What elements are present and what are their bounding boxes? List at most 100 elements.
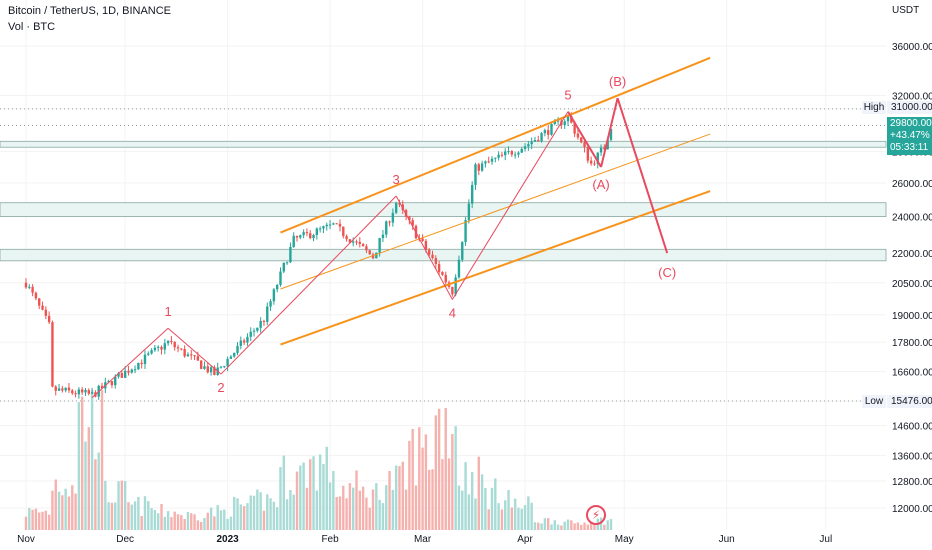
candle-body: [47, 315, 51, 323]
volume-bar: [335, 496, 338, 530]
candle-body: [375, 252, 378, 259]
x-tick-label: 2023: [216, 534, 239, 545]
candle-body: [408, 216, 411, 221]
candle-body: [494, 157, 497, 159]
volume-bar: [404, 489, 408, 530]
volume-bar: [599, 517, 603, 530]
candle-body: [279, 271, 282, 285]
support-resistance-zones: [0, 140, 887, 262]
volume-bar: [130, 504, 133, 530]
candle-body: [457, 259, 461, 278]
candle-body: [123, 370, 127, 378]
volume-bar: [580, 524, 583, 530]
candle-body: [328, 224, 332, 226]
candle-body: [199, 360, 203, 369]
volume-indicator-label[interactable]: Vol · BTC: [8, 21, 56, 33]
candle-body: [190, 354, 193, 356]
volume-bar: [64, 488, 67, 530]
candle-body: [180, 348, 183, 350]
volume-bar: [272, 501, 276, 530]
volume-bar: [84, 441, 87, 530]
volume-bar: [490, 487, 494, 530]
candle-body: [24, 282, 28, 288]
symbol-title[interactable]: Bitcoin / TetherUS, 1D, BINANCE: [8, 5, 172, 17]
x-tick-label: Apr: [517, 534, 533, 545]
volume-bar: [517, 507, 520, 530]
volume-bar: [540, 523, 543, 530]
candle-body: [464, 220, 467, 243]
volume-bar: [444, 407, 447, 530]
candle-body: [130, 369, 133, 373]
volume-bar: [351, 487, 355, 530]
candle-body: [226, 358, 229, 367]
volume-bar: [563, 521, 566, 530]
candle-body: [523, 146, 527, 149]
candle-body: [31, 286, 34, 293]
volume-bar: [394, 465, 398, 530]
candle-body: [173, 341, 176, 348]
candle-body: [378, 238, 381, 253]
candle-body: [504, 151, 507, 156]
candle-body: [365, 246, 368, 251]
volume-bar: [199, 521, 203, 530]
candle-body: [249, 331, 252, 337]
wave-label: 1: [164, 304, 171, 319]
candle-body: [269, 301, 272, 307]
candle-body: [454, 277, 457, 295]
volume-bar: [38, 512, 41, 530]
bar-countdown: 05:33:11: [890, 142, 929, 153]
volume-bar: [219, 510, 223, 530]
volume-bar: [530, 502, 533, 530]
wave-segment: [167, 327, 222, 375]
volume-bar: [74, 493, 77, 530]
candle-body: [368, 250, 371, 255]
price-zone: [0, 202, 887, 217]
y-tick-label: 12000.00: [892, 504, 932, 515]
candle-body: [609, 129, 613, 140]
volume-bar: [180, 515, 183, 530]
price-channel: [280, 56, 711, 346]
volume-bar: [285, 499, 289, 530]
candle-body: [513, 154, 517, 156]
volume-bar: [71, 485, 74, 530]
y-axis[interactable]: 36000.0032000.0028000.0026000.0024000.00…: [892, 42, 932, 515]
candle-body: [603, 147, 606, 150]
volume-bar: [213, 516, 216, 530]
price-zone: [0, 140, 887, 148]
candle-body: [242, 340, 246, 343]
candle-body: [517, 152, 520, 155]
y-tick-label: 19000.00: [892, 311, 932, 322]
candle-body: [573, 122, 576, 134]
volume-bar: [537, 522, 540, 530]
volume-bar: [157, 513, 160, 530]
candle-body: [166, 340, 170, 344]
volume-bar: [421, 447, 424, 530]
volume-bar: [147, 501, 150, 530]
candle-body: [540, 133, 543, 142]
volume-bar: [252, 495, 256, 530]
price-change: +43.47%: [890, 130, 930, 141]
candle-body: [127, 370, 130, 373]
candle-body: [444, 274, 447, 283]
volume-bar: [609, 519, 613, 530]
volume-bar: [391, 489, 395, 530]
candle-body: [223, 366, 226, 368]
candle-body: [391, 212, 395, 223]
candle-body: [51, 322, 54, 387]
x-axis[interactable]: Nov Dec 2023 Feb Mar Apr May Jun Jul: [17, 534, 832, 545]
candle-body: [398, 203, 401, 205]
volume-bar: [441, 459, 444, 530]
volume-bar: [464, 462, 467, 530]
tradingview-logo-icon[interactable]: ⚡: [586, 505, 606, 525]
candle-body: [183, 348, 186, 357]
volume-bar: [47, 514, 51, 530]
candle-body: [477, 164, 480, 171]
wave-label: 5: [564, 88, 571, 103]
candle-body: [586, 147, 590, 161]
candle-body: [546, 130, 550, 135]
volume-bar: [477, 456, 480, 530]
volume-bar: [586, 524, 590, 530]
volume-bar: [153, 510, 157, 530]
volume-bar: [54, 479, 57, 530]
